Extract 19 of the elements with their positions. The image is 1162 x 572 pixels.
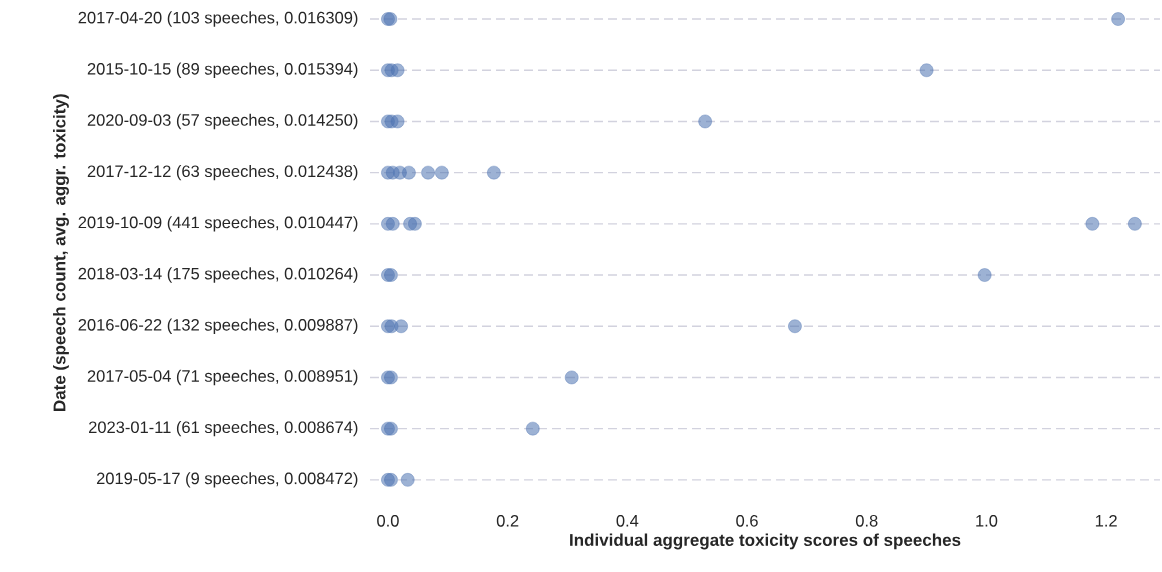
y-tick-label: 2017-12-12 (63 speeches, 0.012438) bbox=[87, 164, 358, 181]
y-tick-label: 2019-10-09 (441 speeches, 0.010447) bbox=[78, 216, 358, 232]
x-tick-label: 1.0 bbox=[976, 514, 998, 527]
y-tick-label: 2017-04-20 (103 speeches, 0.016309) bbox=[78, 11, 358, 27]
x-tick-label: 0.8 bbox=[855, 514, 878, 527]
x-tick-label: 0.4 bbox=[616, 514, 639, 527]
x-tick-label: 0.6 bbox=[736, 514, 758, 527]
y-tick-label: 2016-06-22 (132 speeches, 0.009887) bbox=[78, 318, 358, 334]
x-axis-title: Individual aggregate toxicity scores of speeches bbox=[570, 533, 961, 550]
y-axis-title: Date (speech count, avg. aggr. toxicity) bbox=[53, 94, 69, 411]
y-tick-label: 2020-09-03 (57 speeches, 0.014250) bbox=[87, 113, 358, 130]
x-tick-label: 0.2 bbox=[496, 514, 519, 527]
y-tick-label: 2023-01-11 (61 speeches, 0.008674) bbox=[89, 420, 358, 437]
x-tick-label: 1.2 bbox=[1095, 514, 1117, 527]
y-tick-label: 2015-10-15 (89 speeches, 0.015394) bbox=[87, 62, 358, 78]
y-tick-label: 2018-03-14 (175 speeches, 0.010264) bbox=[78, 267, 358, 283]
x-tick-label: 0.0 bbox=[377, 514, 399, 527]
y-tick-label: 2019-05-17 (9 speeches, 0.008472) bbox=[96, 472, 358, 488]
y-tick-label: 2017-05-04 (71 speeches, 0.008951) bbox=[87, 369, 358, 386]
